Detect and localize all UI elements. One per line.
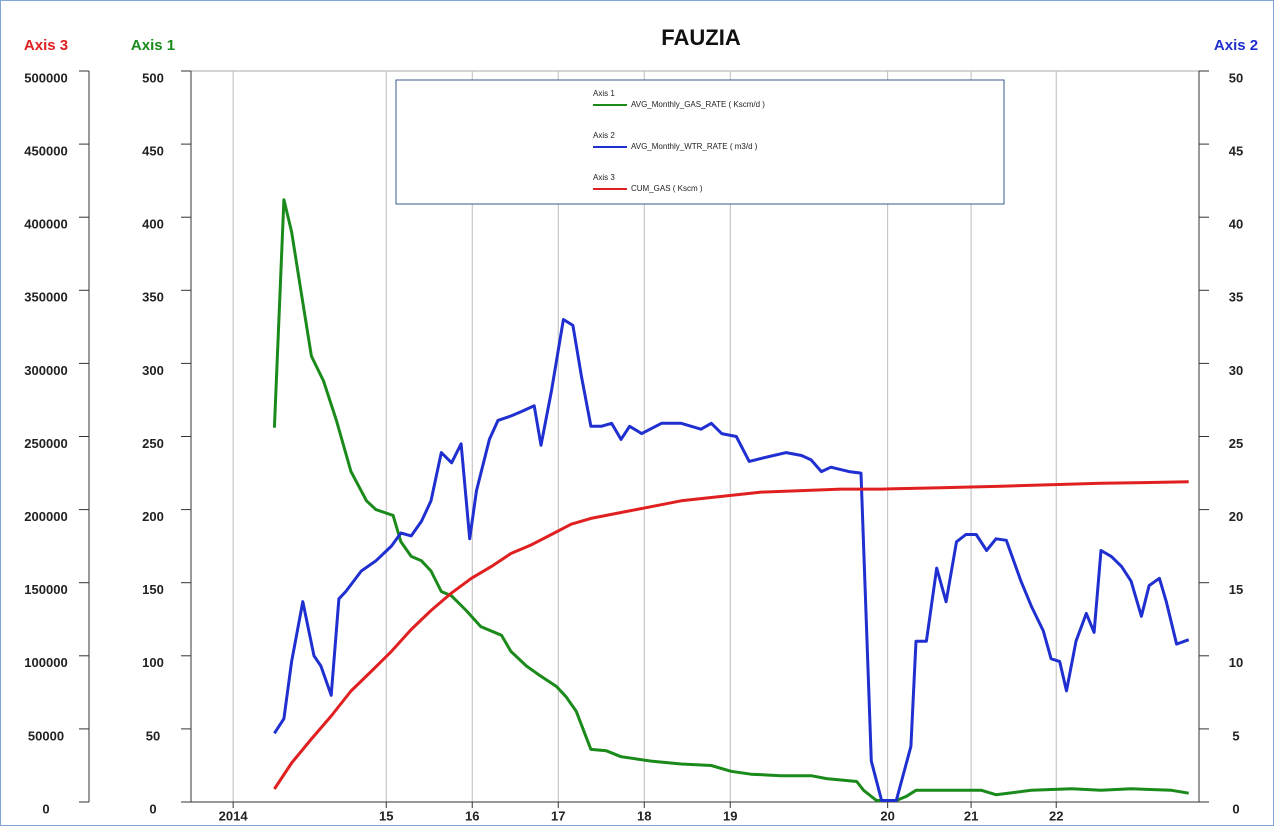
y3-tick-label: 500000 bbox=[24, 70, 67, 85]
y3-tick-label: 50000 bbox=[28, 728, 64, 743]
legend-entry: AVG_Monthly_GAS_RATE ( Kscm/d ) bbox=[631, 100, 765, 109]
y2-tick-label: 30 bbox=[1229, 363, 1243, 378]
y2-tick-label: 45 bbox=[1229, 144, 1243, 159]
x-tick-label: 15 bbox=[379, 808, 393, 823]
x-tick-label: 17 bbox=[551, 808, 565, 823]
y2-tick-label: 40 bbox=[1229, 217, 1243, 232]
axis-2-title: Axis 2 bbox=[1214, 37, 1258, 54]
legend-entry: CUM_GAS ( Kscm ) bbox=[631, 184, 703, 193]
y3-tick-label: 300000 bbox=[24, 363, 67, 378]
y2-tick-label: 50 bbox=[1229, 70, 1243, 85]
y3-tick-label: 0 bbox=[42, 801, 49, 816]
y-tick-label: 150 bbox=[142, 582, 164, 597]
legend-axis-label: Axis 1 bbox=[593, 89, 615, 98]
y2-tick-label: 20 bbox=[1229, 509, 1243, 524]
legend-axis-label: Axis 3 bbox=[593, 173, 615, 182]
y3-tick-label: 150000 bbox=[24, 582, 67, 597]
y-tick-label: 200 bbox=[142, 509, 164, 524]
y-tick-label: 500 bbox=[142, 70, 164, 85]
x-tick-label: 22 bbox=[1049, 808, 1063, 823]
y-tick-label: 50 bbox=[146, 728, 160, 743]
y-tick-label: 350 bbox=[142, 290, 164, 305]
y3-tick-label: 350000 bbox=[24, 290, 67, 305]
series-line bbox=[273, 318, 1190, 802]
y-tick-label: 450 bbox=[142, 144, 164, 159]
y-tick-label: 250 bbox=[142, 436, 164, 451]
y-tick-label: 400 bbox=[142, 217, 164, 232]
axis-1-title: Axis 1 bbox=[131, 37, 175, 54]
y3-tick-label: 250000 bbox=[24, 436, 67, 451]
y2-tick-label: 35 bbox=[1229, 290, 1243, 305]
legend-box bbox=[395, 79, 1005, 205]
legend-axis-label: Axis 2 bbox=[593, 131, 615, 140]
y3-tick-label: 100000 bbox=[24, 655, 67, 670]
series-line bbox=[272, 198, 1189, 802]
y2-tick-label: 0 bbox=[1232, 801, 1239, 816]
x-tick-label: 2014 bbox=[219, 808, 249, 823]
x-tick-label: 20 bbox=[880, 808, 894, 823]
x-tick-label: 18 bbox=[637, 808, 651, 823]
y2-tick-label: 5 bbox=[1232, 728, 1239, 743]
axis-3-title: Axis 3 bbox=[24, 37, 68, 54]
y3-tick-label: 450000 bbox=[24, 144, 67, 159]
y-tick-label: 0 bbox=[149, 801, 156, 816]
legend: Axis 1 AVG_Monthly_GAS_RATE ( Kscm/d ) Axi… bbox=[395, 79, 1005, 205]
y3-tick-label: 400000 bbox=[24, 217, 67, 232]
legend-entry: AVG_Monthly_WTR_RATE ( m3/d ) bbox=[631, 142, 758, 151]
x-tick-label: 19 bbox=[723, 808, 737, 823]
y3-tick-label: 200000 bbox=[24, 509, 67, 524]
y-tick-label: 100 bbox=[142, 655, 164, 670]
series-line bbox=[273, 480, 1189, 790]
y-tick-label: 300 bbox=[142, 363, 164, 378]
y2-tick-label: 15 bbox=[1229, 582, 1243, 597]
y2-tick-label: 25 bbox=[1229, 436, 1243, 451]
y2-tick-label: 10 bbox=[1229, 655, 1243, 670]
chart-title: FAUZIA bbox=[661, 25, 741, 50]
x-tick-label: 21 bbox=[964, 808, 978, 823]
x-tick-label: 16 bbox=[465, 808, 479, 823]
